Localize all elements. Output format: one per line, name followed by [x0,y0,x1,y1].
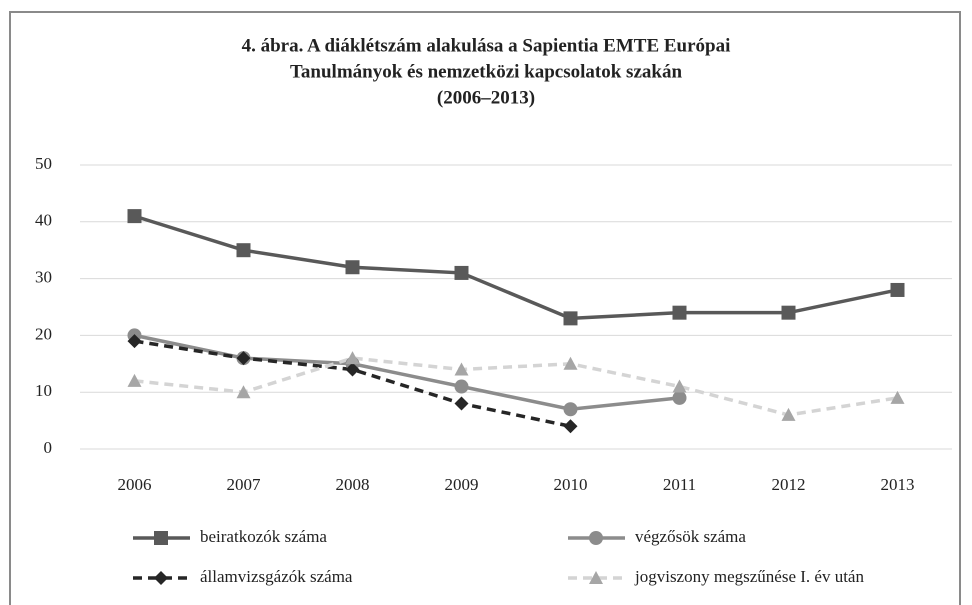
marker [454,396,469,411]
y-tick-label: 30 [35,268,52,287]
marker [781,407,796,421]
y-tick-label: 0 [44,438,53,457]
marker [890,390,905,404]
y-tick-label: 20 [35,324,52,343]
x-tick-label: 2011 [663,475,696,494]
marker [672,390,687,405]
marker [345,351,360,365]
marker [454,362,469,376]
marker [127,334,142,349]
marker [127,209,142,224]
y-tick-label: 50 [35,154,52,173]
x-tick-label: 2009 [445,475,479,494]
marker [563,402,578,417]
marker [563,356,578,370]
series-line [134,356,898,417]
marker [672,379,687,393]
x-tick-label: 2008 [336,475,370,494]
marker [236,351,251,366]
series-line [133,214,898,321]
marker [154,531,168,545]
marker [454,265,469,280]
chart-title: (2006–2013) [437,87,535,108]
marker [454,379,469,394]
marker [345,362,360,377]
marker [589,531,603,545]
marker [589,571,603,584]
marker [236,243,251,258]
x-tick-label: 2010 [554,475,588,494]
legend-label: végzősök száma [635,527,746,546]
legend-label: beiratkozók száma [200,527,327,546]
chart-title: 4. ábra. A diáklétszám alakulása a Sapie… [242,35,731,56]
marker [563,311,578,326]
x-tick-label: 2007 [227,475,262,494]
x-tick-label: 2012 [772,475,806,494]
marker [672,305,687,320]
x-tick-label: 2006 [118,475,152,494]
y-tick-label: 40 [35,211,52,230]
legend-label: jogviszony megszűnése I. év után [634,567,864,586]
marker [563,419,578,434]
marker [345,260,360,275]
marker [781,305,796,320]
y-tick-label: 10 [35,381,52,400]
marker [890,282,905,297]
x-tick-label: 2013 [881,475,915,494]
chart-title: Tanulmányok és nemzetközi kapcsolatok sz… [290,61,682,82]
marker [236,385,251,399]
legend-label: államvizsgázók száma [200,567,353,586]
marker [154,571,168,585]
marker [127,373,142,387]
